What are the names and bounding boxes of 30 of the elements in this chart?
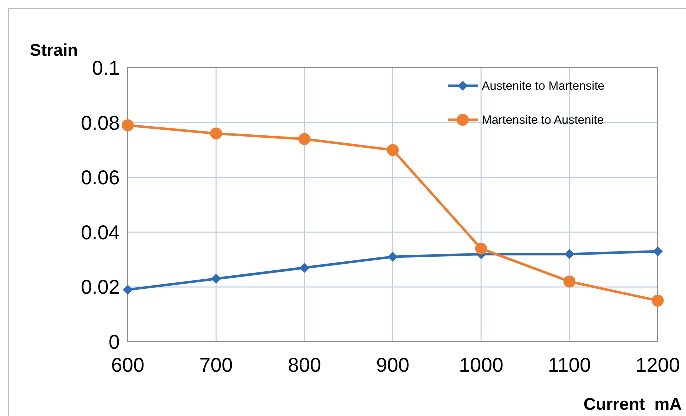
y-tick-label: 0.02 (81, 277, 120, 300)
x-tick-label: 700 (200, 355, 234, 377)
y-tick-label: 0 (108, 332, 120, 354)
y-tick-label: 0.06 (81, 168, 120, 190)
x-tick-label: 600 (111, 355, 145, 377)
y-tick-label: 0.08 (81, 112, 120, 135)
x-tick-label: 800 (288, 355, 322, 377)
legend-label: Martensite to Austenite (482, 113, 604, 128)
point (653, 246, 663, 257)
legend-label: Austenite to Martensite (482, 79, 606, 94)
x-tick-label: 1100 (548, 355, 592, 377)
point (122, 120, 134, 132)
x-axis-title: Current mA (584, 395, 682, 414)
y-tick-label: 0.1 (92, 58, 120, 80)
x-tick-label: 1000 (459, 355, 504, 377)
point (564, 276, 576, 288)
point (388, 252, 398, 262)
point (564, 249, 575, 260)
y-axis-title: Strain (30, 41, 78, 60)
point (387, 144, 399, 156)
point (475, 242, 488, 255)
y-tick-label: 0.04 (81, 222, 120, 244)
point (300, 263, 310, 274)
point (210, 128, 222, 140)
x-tick-label: 1200 (636, 355, 680, 377)
x-tick-label: 900 (376, 355, 410, 377)
point (298, 133, 311, 146)
point (123, 284, 133, 295)
point (211, 274, 222, 284)
point (652, 294, 664, 307)
